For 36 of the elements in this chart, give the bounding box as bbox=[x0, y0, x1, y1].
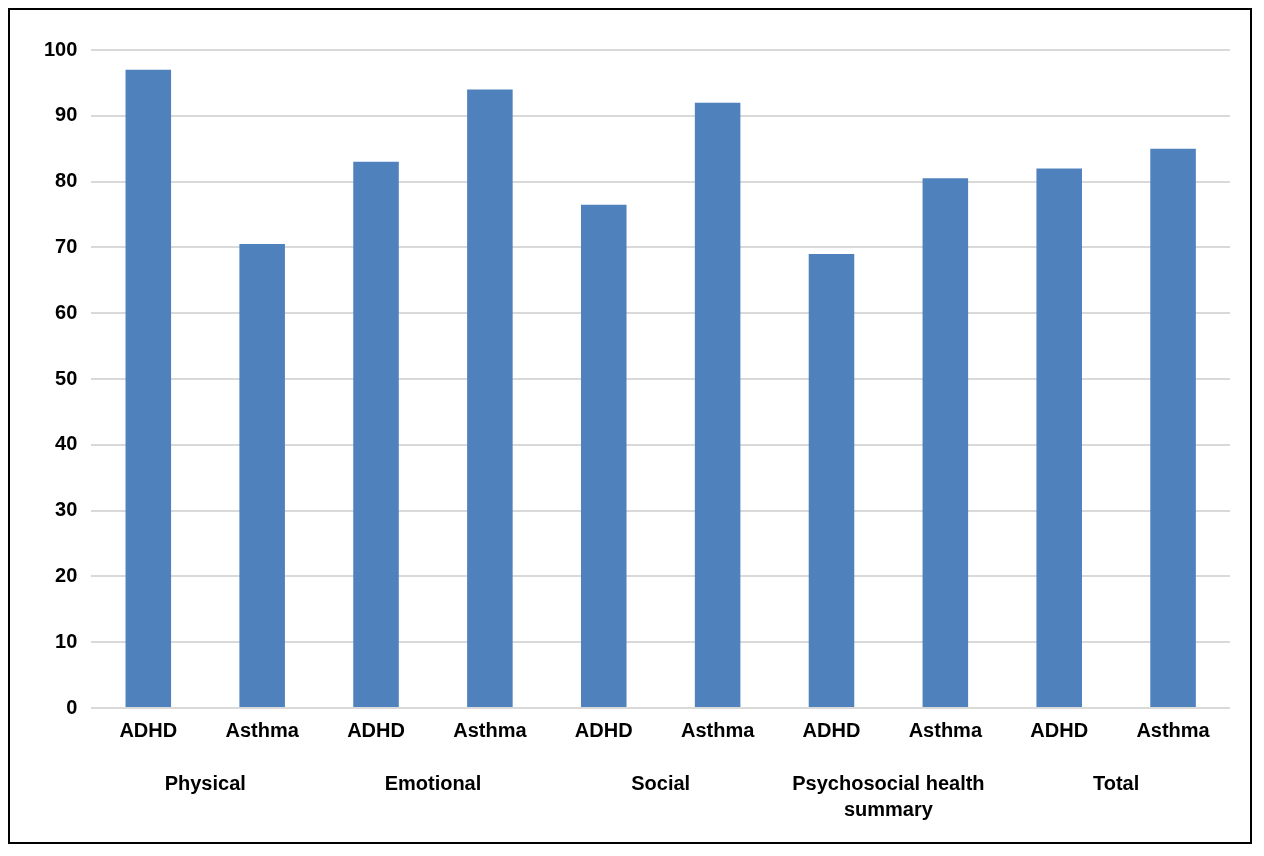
bar bbox=[808, 253, 855, 707]
bar bbox=[1150, 148, 1196, 707]
text: Psychosocial health summary bbox=[792, 771, 985, 820]
x-tick-label: ADHD bbox=[119, 718, 178, 741]
y-tick-label: 0 bbox=[66, 695, 78, 718]
text: Social bbox=[631, 771, 691, 794]
bar bbox=[922, 178, 969, 707]
x-tick-label: ADHD bbox=[802, 718, 861, 741]
x-tick-label: Asthma bbox=[1136, 718, 1211, 741]
x-tick-label: ADHD bbox=[1030, 718, 1089, 741]
text: Total bbox=[1092, 771, 1140, 794]
bar bbox=[694, 102, 741, 707]
bar bbox=[353, 161, 399, 707]
text: Physical bbox=[164, 771, 246, 794]
x-tick-label: ADHD bbox=[574, 718, 633, 741]
x-tick-label: Asthma bbox=[453, 718, 528, 741]
bar bbox=[239, 244, 285, 707]
y-tick-label: 20 bbox=[55, 563, 78, 586]
y-tick-label: 50 bbox=[55, 366, 78, 389]
x-tick-label: Asthma bbox=[908, 718, 983, 741]
y-tick-label: 60 bbox=[55, 300, 78, 323]
y-tick-label: 30 bbox=[55, 498, 78, 521]
y-tick-label: 100 bbox=[43, 37, 78, 60]
bar bbox=[467, 89, 513, 707]
y-tick-label: 90 bbox=[55, 103, 78, 126]
x-tick-label: Asthma bbox=[225, 718, 300, 741]
x-tick-label: ADHD bbox=[347, 718, 405, 741]
bar bbox=[1036, 168, 1082, 707]
bar bbox=[580, 204, 627, 707]
x-tick-label: Asthma bbox=[680, 718, 756, 741]
y-tick-label: 80 bbox=[55, 169, 78, 192]
y-tick-label: 70 bbox=[55, 234, 78, 257]
text: Emotional bbox=[384, 771, 482, 794]
y-tick-label: 10 bbox=[55, 629, 78, 652]
bar bbox=[125, 69, 172, 707]
y-tick-label: 40 bbox=[55, 432, 78, 455]
